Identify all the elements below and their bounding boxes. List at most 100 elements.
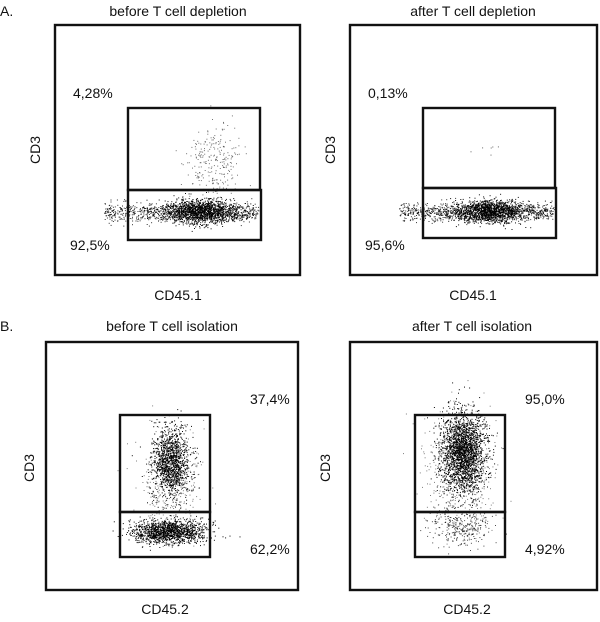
event-dot: [515, 204, 517, 206]
event-dot: [143, 211, 145, 213]
event-dot: [435, 219, 437, 221]
event-dot: [506, 210, 508, 212]
event-dot: [170, 478, 172, 480]
event-dot: [210, 217, 212, 219]
event-dot: [496, 202, 498, 204]
event-dot: [213, 187, 215, 189]
event-dot: [478, 219, 480, 221]
event-dot: [523, 217, 525, 219]
event-dot: [175, 457, 176, 459]
event-dot: [233, 214, 235, 216]
event-dot: [110, 216, 112, 218]
event-dot: [539, 210, 541, 212]
event-dot: [480, 208, 482, 210]
event-dot: [148, 211, 150, 213]
event-dot: [446, 216, 448, 218]
event-dot: [248, 206, 250, 208]
event-dot: [467, 222, 468, 224]
event-dot: [509, 212, 510, 214]
event-dot: [166, 211, 168, 213]
event-dot: [159, 211, 161, 213]
event-dot: [174, 207, 176, 209]
event-dot: [511, 221, 513, 223]
event-dot: [431, 222, 433, 224]
event-dot: [515, 217, 517, 218]
event-dot: [550, 202, 552, 204]
event-dot: [196, 216, 198, 218]
event-dot: [207, 227, 209, 229]
event-dot: [434, 216, 436, 218]
event-dot: [459, 213, 461, 215]
event-dot: [190, 210, 192, 212]
event-dot: [177, 219, 179, 221]
event-dot: [209, 217, 211, 219]
event-dot: [212, 136, 214, 138]
event-dot: [209, 204, 211, 206]
event-dot: [425, 203, 427, 205]
event-dot: [214, 135, 216, 137]
event-dot: [404, 217, 406, 219]
event-dot: [184, 209, 186, 211]
event-dot: [540, 216, 542, 218]
event-dot: [186, 213, 188, 215]
event-dot: [210, 217, 212, 219]
event-dot: [172, 215, 174, 216]
event-dot: [497, 213, 499, 215]
event-dot: [211, 214, 212, 216]
event-dot: [462, 206, 464, 208]
event-dot: [461, 201, 463, 203]
event-dot: [480, 210, 482, 212]
event-dot: [213, 165, 215, 167]
event-dot: [424, 218, 426, 219]
event-dot: [217, 214, 219, 216]
event-dot: [249, 208, 251, 210]
event-dot: [206, 197, 208, 199]
event-dot: [198, 131, 200, 133]
event-dot: [231, 178, 233, 180]
event-dot: [250, 215, 252, 217]
event-dot: [191, 213, 192, 215]
event-dot: [210, 228, 212, 230]
event-dot: [230, 158, 232, 160]
event-dot: [168, 213, 170, 215]
event-dot: [255, 217, 257, 219]
event-dot: [210, 203, 212, 205]
event-dot: [210, 206, 212, 208]
event-dot: [176, 199, 178, 201]
event-dot: [186, 206, 188, 208]
event-dot: [511, 206, 513, 208]
event-dot: [253, 207, 254, 209]
event-dot: [224, 181, 226, 183]
event-dot: [192, 219, 193, 221]
event-dot: [206, 214, 208, 215]
event-dot: [415, 209, 417, 211]
event-dot: [434, 207, 435, 209]
event-dot: [534, 217, 536, 219]
event-dot: [465, 207, 467, 209]
event-dot: [248, 221, 250, 223]
event-dot: [221, 208, 223, 210]
event-dot: [230, 212, 232, 214]
event-dot: [528, 204, 530, 206]
event-dot: [449, 217, 450, 219]
event-dot: [496, 199, 498, 201]
event-dot: [204, 219, 206, 221]
event-dot: [514, 205, 516, 207]
event-dot: [484, 210, 486, 212]
event-dot: [474, 197, 476, 199]
event-dot: [192, 211, 194, 213]
event-dot: [509, 217, 511, 219]
event-dot: [543, 216, 545, 218]
event-dot: [170, 206, 171, 208]
event-dot: [129, 214, 131, 216]
event-dot: [216, 160, 218, 162]
event-dot: [454, 213, 456, 214]
event-dot: [498, 202, 500, 204]
event-dot: [250, 203, 252, 205]
event-dot: [209, 216, 210, 218]
event-dot: [208, 156, 210, 158]
event-dot: [182, 200, 184, 202]
event-dot: [208, 163, 210, 165]
event-dot: [248, 215, 250, 217]
event-dot: [487, 219, 489, 221]
